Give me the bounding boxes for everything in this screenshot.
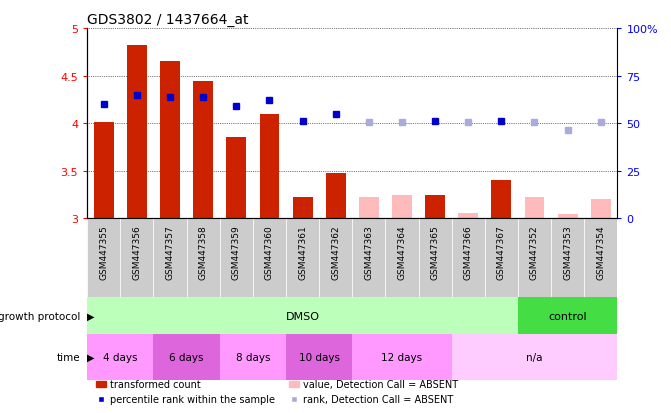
Text: 12 days: 12 days	[381, 352, 423, 362]
Bar	[260, 114, 279, 219]
Bar	[518, 219, 551, 297]
Text: GSM447357: GSM447357	[166, 225, 174, 280]
Text: 8 days: 8 days	[236, 352, 270, 362]
Text: control: control	[548, 311, 587, 321]
Text: GSM447363: GSM447363	[364, 225, 373, 280]
Text: GSM447361: GSM447361	[298, 225, 307, 280]
Bar	[525, 198, 544, 219]
Text: time: time	[57, 352, 81, 362]
Text: 6 days: 6 days	[169, 352, 204, 362]
Text: GSM447355: GSM447355	[99, 225, 108, 280]
Bar	[160, 62, 180, 219]
Text: GSM447358: GSM447358	[199, 225, 208, 280]
Bar	[518, 297, 617, 335]
Text: GSM447353: GSM447353	[563, 225, 572, 280]
Bar	[359, 198, 379, 219]
Bar	[558, 214, 578, 219]
Text: GSM447365: GSM447365	[431, 225, 440, 280]
Bar	[286, 335, 352, 380]
Bar	[253, 219, 286, 297]
Bar	[551, 219, 584, 297]
Text: GSM447360: GSM447360	[265, 225, 274, 280]
Bar	[385, 219, 419, 297]
Bar	[326, 173, 346, 219]
Text: n/a: n/a	[526, 352, 543, 362]
Bar	[425, 195, 445, 219]
Bar	[286, 219, 319, 297]
Bar	[584, 219, 617, 297]
Bar	[419, 219, 452, 297]
Bar	[154, 335, 220, 380]
Bar	[220, 335, 286, 380]
Bar	[87, 219, 120, 297]
Bar	[452, 335, 617, 380]
Text: 4 days: 4 days	[103, 352, 138, 362]
Bar	[94, 123, 114, 219]
Legend: transformed count, percentile rank within the sample, value, Detection Call = AB: transformed count, percentile rank withi…	[92, 375, 462, 408]
Bar	[87, 335, 154, 380]
Bar	[193, 82, 213, 219]
Bar	[120, 219, 154, 297]
Text: ▶: ▶	[87, 352, 95, 362]
Text: GSM447362: GSM447362	[331, 225, 340, 280]
Text: ▶: ▶	[87, 311, 95, 321]
Bar	[352, 219, 385, 297]
Bar	[293, 198, 313, 219]
Bar	[392, 195, 412, 219]
Bar	[187, 219, 220, 297]
Text: GSM447366: GSM447366	[464, 225, 473, 280]
Text: GSM447364: GSM447364	[397, 225, 407, 280]
Text: GDS3802 / 1437664_at: GDS3802 / 1437664_at	[87, 12, 249, 26]
Bar	[491, 181, 511, 219]
Bar	[352, 335, 452, 380]
Bar	[220, 219, 253, 297]
Text: GSM447352: GSM447352	[530, 225, 539, 280]
Text: GSM447354: GSM447354	[597, 225, 605, 280]
Bar	[226, 137, 246, 219]
Text: GSM447356: GSM447356	[132, 225, 142, 280]
Bar	[87, 297, 518, 335]
Text: GSM447367: GSM447367	[497, 225, 506, 280]
Bar	[485, 219, 518, 297]
Bar	[154, 219, 187, 297]
Text: 10 days: 10 days	[299, 352, 340, 362]
Text: GSM447359: GSM447359	[231, 225, 241, 280]
Bar	[127, 46, 147, 219]
Text: DMSO: DMSO	[286, 311, 319, 321]
Bar	[458, 213, 478, 219]
Text: growth protocol: growth protocol	[0, 311, 81, 321]
Bar	[591, 200, 611, 219]
Bar	[452, 219, 485, 297]
Bar	[319, 219, 352, 297]
